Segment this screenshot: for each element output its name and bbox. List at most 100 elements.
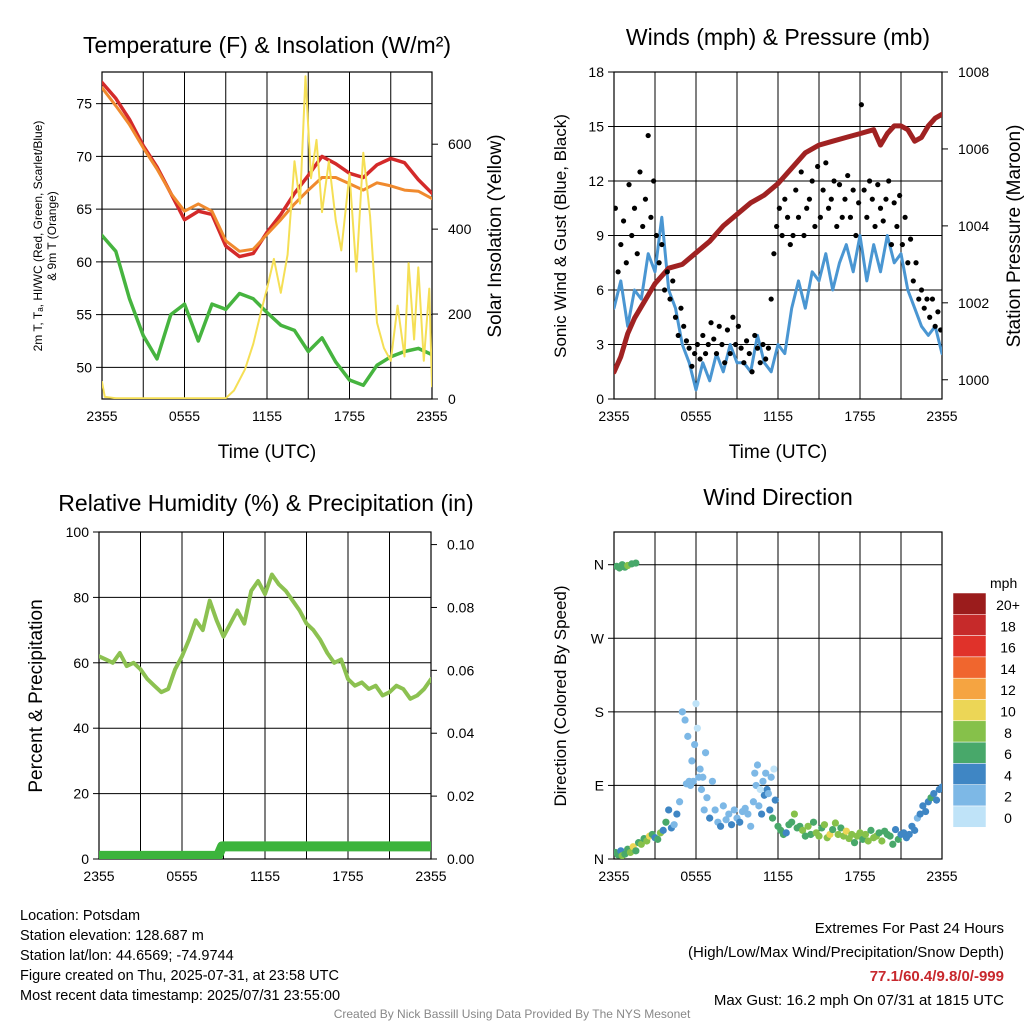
humidity-y2-tick-label: 0.10 (447, 537, 474, 553)
winds-gust-point (907, 236, 914, 242)
winds-gust-point (894, 223, 900, 230)
temperature-y-tick-label: 75 (76, 96, 92, 112)
wind-direction-y-tick-label: W (591, 630, 605, 646)
winds-gust-point (672, 314, 679, 320)
wind-direction-point (693, 724, 701, 732)
winds-y-tick-label: 9 (596, 228, 604, 244)
humidity-y2-tick-label: 0.04 (447, 725, 474, 741)
winds-gust-point (784, 214, 791, 220)
extremes-subheading: (High/Low/Max Wind/Precipitation/Snow De… (688, 944, 1004, 961)
extremes-heading: Extremes For Past 24 Hours (814, 920, 1004, 937)
wind-direction-point (834, 830, 842, 839)
wind-direction-point (681, 716, 689, 724)
wind-direction-point (759, 777, 767, 785)
winds-gust-point (738, 345, 744, 351)
winds-gust-point (886, 178, 892, 184)
station-location: Location: Potsdam (20, 908, 141, 924)
winds-gust-point (834, 223, 840, 230)
winds-gust-point (809, 178, 815, 184)
winds-gust-point (938, 327, 942, 333)
winds-gust-point (864, 214, 870, 220)
wind-direction-point (722, 816, 730, 824)
wind-direction-point (632, 559, 640, 567)
wind-direction-point (837, 824, 845, 832)
wind-direction-point (782, 829, 790, 837)
speed-legend-label: 8 (1004, 725, 1012, 741)
wind-direction-point (878, 837, 886, 845)
winds-x-tick-label: 2355 (598, 408, 629, 424)
wind-direction-point (685, 777, 693, 785)
winds-gust-point (683, 338, 690, 344)
winds-gust-point (880, 218, 886, 224)
winds-gust-point (924, 296, 930, 302)
wind-direction-point (867, 826, 875, 834)
winds-gust-point (899, 241, 905, 248)
wind-direction-point (670, 821, 678, 829)
winds-gust-point (825, 205, 832, 211)
winds-gust-point (746, 350, 752, 357)
winds-y2-tick-label: 1000 (958, 372, 989, 388)
winds-gust-point (656, 260, 662, 266)
speed-legend-title: mph (990, 575, 1017, 591)
humidity-y2-tick-label: 0.06 (447, 662, 474, 678)
speed-legend-label: 0 (1004, 810, 1012, 826)
winds-gust-point (853, 232, 859, 239)
wind-direction-point (637, 840, 645, 848)
wind-direction-point (747, 822, 755, 830)
winds-gust-point (806, 196, 813, 202)
wind-direction-point (768, 814, 777, 822)
winds-gust-point (790, 232, 796, 239)
speed-legend-swatch (952, 635, 987, 658)
winds-gust-point (795, 214, 802, 220)
winds-gust-point (839, 214, 845, 220)
wind-direction-point (799, 826, 807, 834)
temperature-x-tick-label: 2355 (86, 408, 117, 424)
wind-direction-point (756, 785, 764, 794)
winds-gust-point (774, 223, 780, 230)
winds-gust-point (916, 296, 922, 302)
temperature-y2-tick-label: 400 (448, 221, 472, 237)
speed-legend-swatch (952, 677, 987, 700)
humidity-y2-tick-label: 0.00 (447, 851, 474, 867)
wind-direction-point (790, 810, 799, 818)
humidity-y-tick-label: 60 (73, 655, 89, 671)
speed-legend-label: 16 (1000, 640, 1016, 656)
wind-direction-point (700, 806, 708, 814)
winds-gust-point (787, 241, 793, 248)
winds-gust-point (686, 345, 692, 351)
max-gust: Max Gust: 16.2 mph On 07/31 at 1815 UTC (713, 992, 1004, 1009)
winds-gust-point (678, 305, 684, 311)
winds-gust-point (722, 360, 728, 366)
winds-y-tick-label: 15 (588, 119, 604, 135)
temperature-y-axis-label-line2: & 9m T (Orange) (45, 191, 59, 281)
temperature-y2-tick-label: 0 (448, 391, 456, 407)
wind-direction-point (875, 829, 883, 837)
winds-gust-point (675, 332, 681, 339)
wind-direction-y-tick-label: S (595, 704, 604, 720)
humidity-y-tick-label: 20 (73, 786, 89, 802)
winds-y-tick-label: 6 (596, 282, 604, 298)
winds-gust-point (850, 187, 856, 193)
speed-legend-label: 6 (1004, 746, 1012, 762)
winds-gust-point (929, 296, 936, 302)
winds-gust-point (888, 241, 895, 248)
winds-gust-point (902, 214, 908, 220)
wind-direction-point (770, 765, 778, 773)
speed-legend-label: 2 (1004, 789, 1012, 805)
temperature-chart-title: Temperature (F) & Insolation (W/m²) (83, 32, 451, 58)
wind-direction-point (751, 769, 759, 777)
winds-gust-point (623, 260, 629, 266)
winds-gust-point (735, 323, 741, 329)
winds-gust-point (711, 336, 717, 342)
winds-gust-point (741, 360, 747, 366)
humidity-y-axis-label: Percent & Precipitation (26, 599, 47, 792)
temperature-x-tick-label: 2355 (416, 408, 447, 424)
winds-gust-point (681, 323, 687, 329)
temperature-series-9m-t (102, 86, 432, 253)
wind-direction-point (703, 794, 711, 802)
speed-legend-label: 20+ (996, 597, 1020, 613)
wind-direction-point (688, 757, 696, 765)
wind-direction-point (801, 832, 809, 840)
wind-direction-point (911, 826, 919, 834)
